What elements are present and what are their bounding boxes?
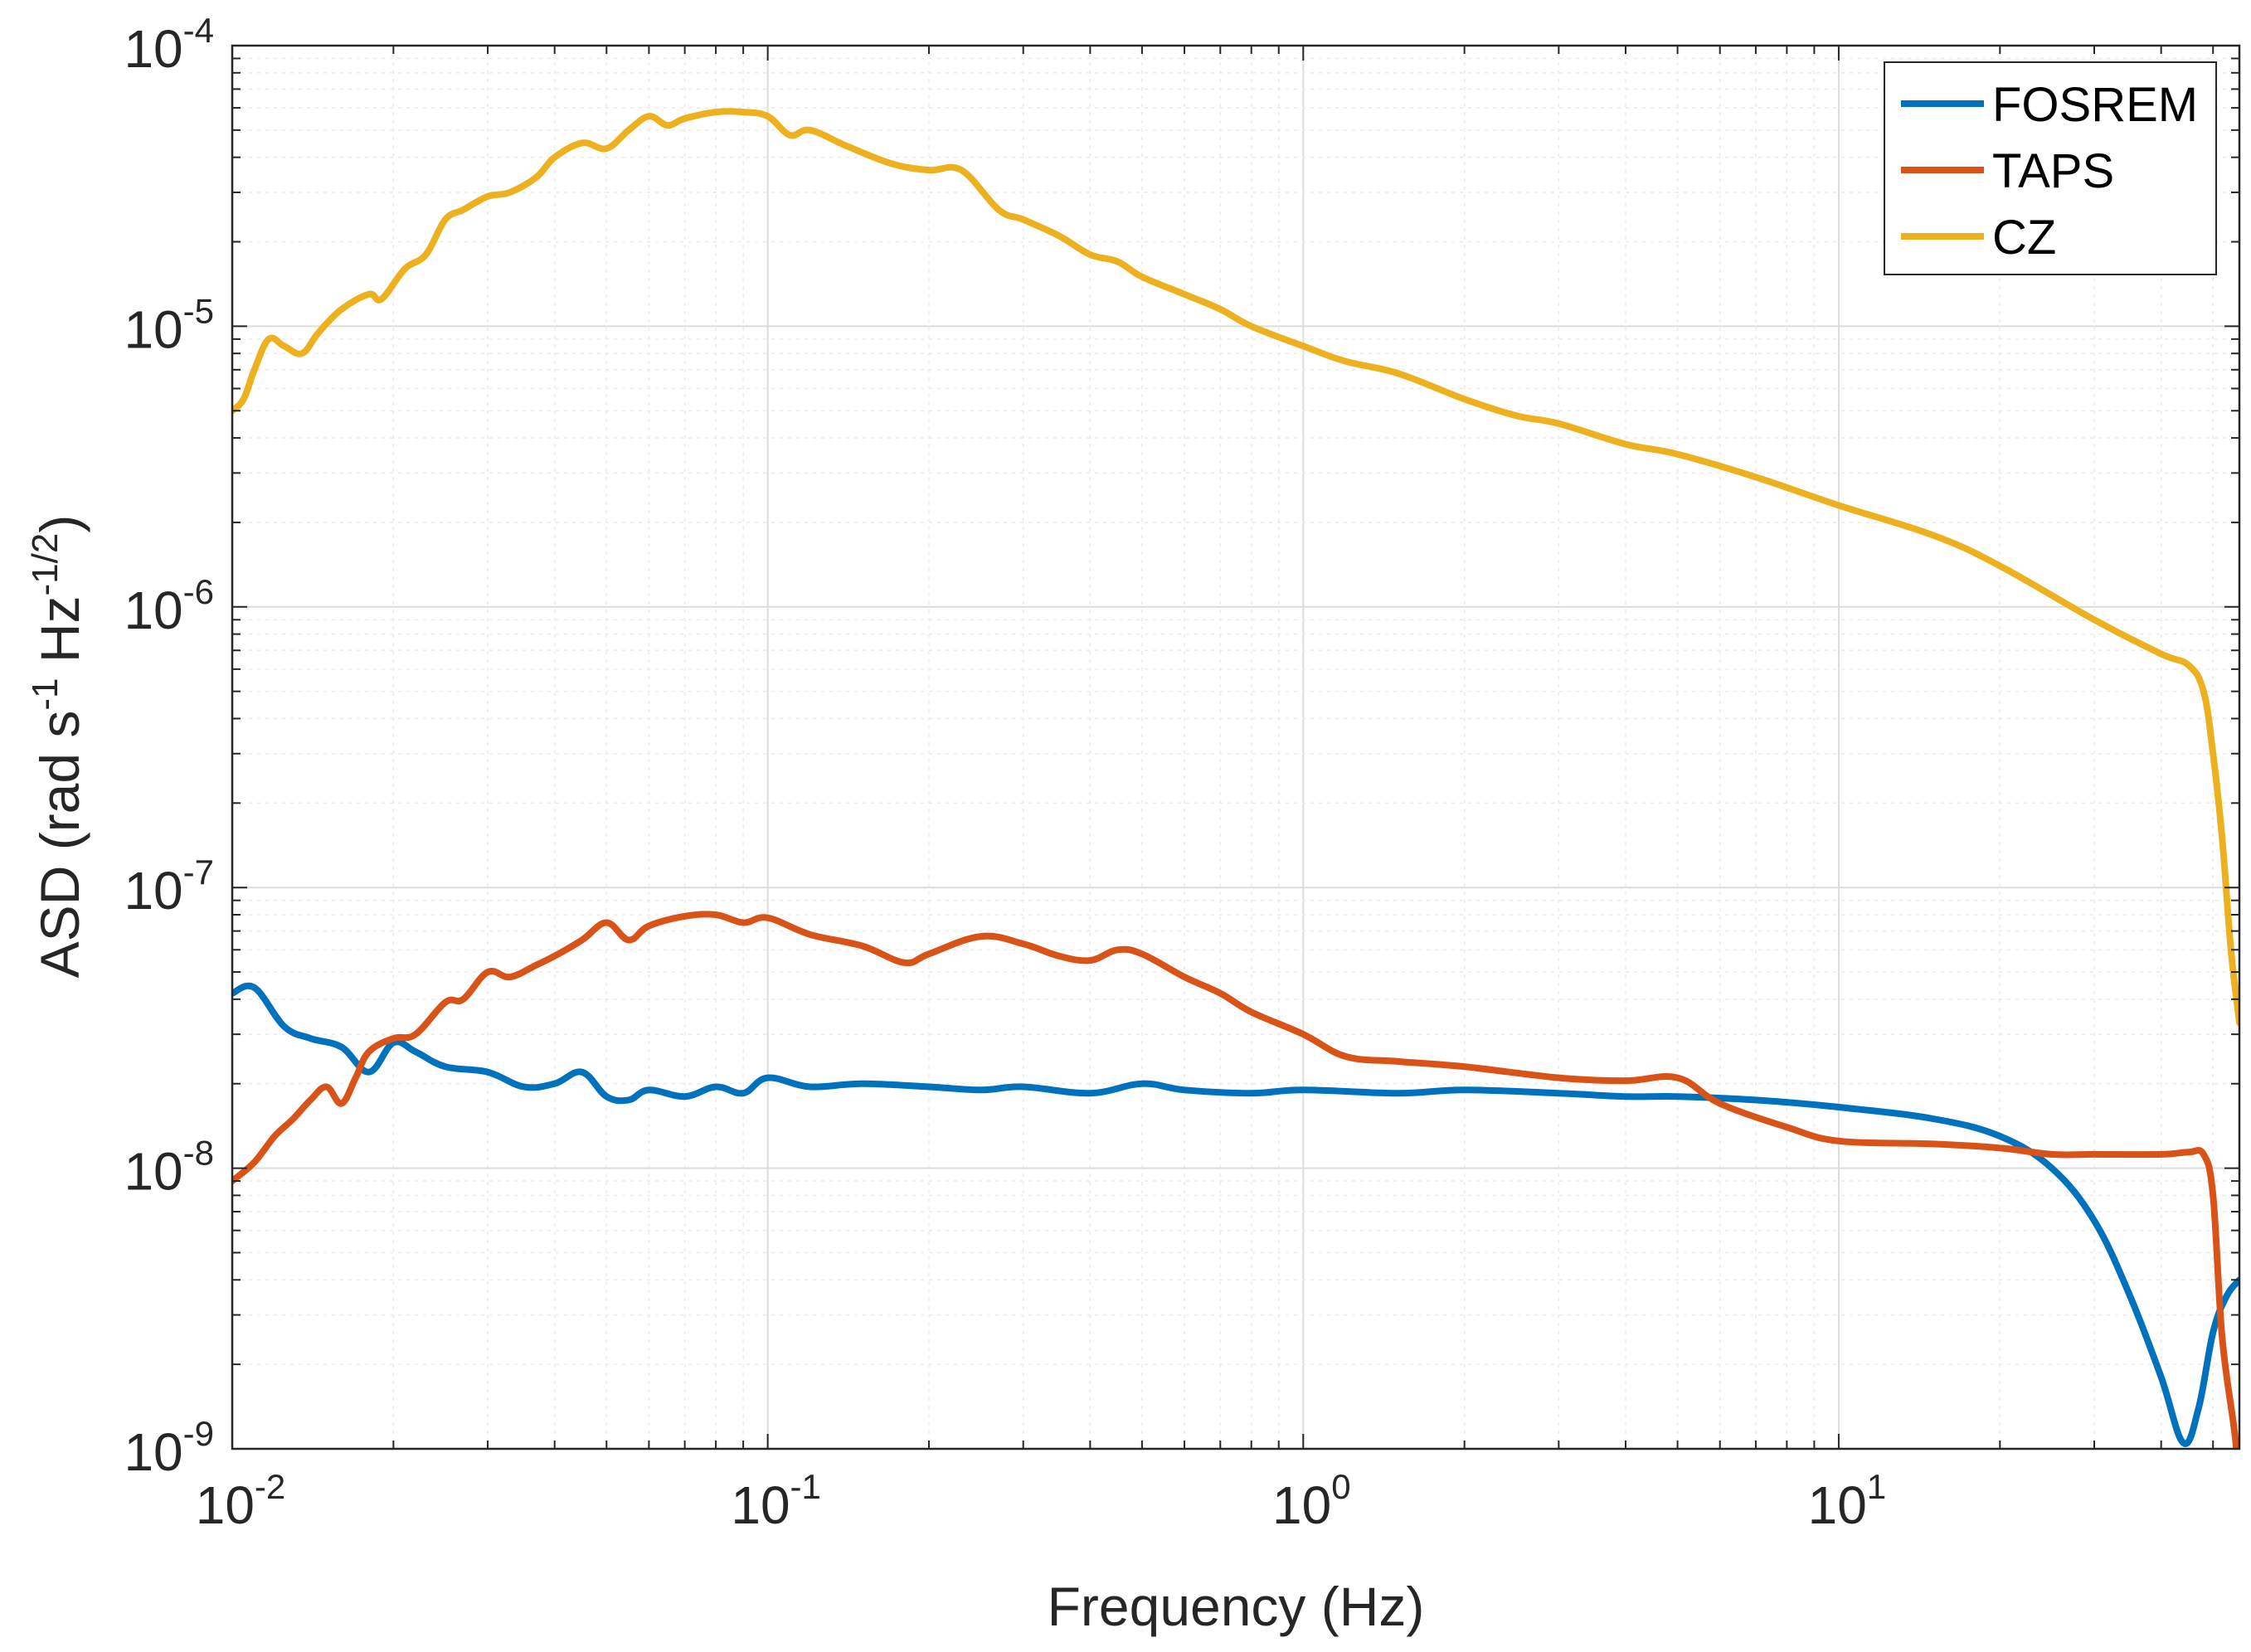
y-tick-label-exp: -5 <box>183 291 214 330</box>
plot-background <box>232 46 2239 1449</box>
y-tick-label-base: 10 <box>124 19 182 79</box>
y-tick-label-base: 10 <box>124 581 182 640</box>
series-line-fosrem <box>232 982 2239 1447</box>
y-tick-label: 10-4 <box>124 11 214 79</box>
y-tick-label-base: 10 <box>124 1142 182 1202</box>
x-tick-label-base: 10 <box>1272 1475 1331 1535</box>
y-tick-label: 10-5 <box>124 291 214 359</box>
y-axis-label: ASD (rad s-1 Hz-1/2) <box>25 515 90 979</box>
y-tick-label: 10-6 <box>124 572 214 640</box>
y-tick-label-exp: -9 <box>183 1414 214 1453</box>
y-tick-label-base: 10 <box>124 299 182 359</box>
series-lines <box>232 108 2239 1449</box>
x-axis-label: Frequency (Hz) <box>1048 1576 1425 1637</box>
y-tick-label-exp: -4 <box>183 11 214 50</box>
legend-label-cz: CZ <box>1992 211 2056 265</box>
series-line-taps <box>232 911 2239 1449</box>
y-tick-label-exp: -7 <box>183 853 214 892</box>
x-tick-label: 101 <box>1808 1467 1887 1535</box>
y-tick-label-exp: -6 <box>183 572 214 611</box>
x-tick-label-base: 10 <box>1808 1475 1867 1535</box>
x-tick-label-exp: 0 <box>1331 1467 1350 1506</box>
y-tick-label: 10-8 <box>124 1134 214 1202</box>
legend: FOSREM TAPS CZ <box>1884 61 2217 275</box>
x-tick-label: 100 <box>1272 1467 1351 1535</box>
plot-frame <box>231 44 2241 1450</box>
y-axis-label-exp1: -1 <box>25 678 66 710</box>
x-tick-label: 10-2 <box>196 1467 286 1535</box>
legend-label-fosrem: FOSREM <box>1992 78 2198 132</box>
y-tick-label: 10-7 <box>124 853 214 921</box>
y-tick-label-base: 10 <box>124 861 182 921</box>
y-axis-label-exp2: -1/2 <box>25 533 66 596</box>
legend-label-taps: TAPS <box>1992 144 2114 198</box>
y-tick-label-exp: -8 <box>183 1134 214 1173</box>
y-tick-label-base: 10 <box>124 1422 182 1482</box>
x-tick-label-exp: -1 <box>790 1467 821 1506</box>
x-tick-label-base: 10 <box>731 1475 790 1535</box>
y-axis-label-middle: Hz <box>29 595 90 678</box>
series-line-cz <box>232 108 2239 1027</box>
x-tick-label: 10-1 <box>731 1467 821 1535</box>
tick-marks <box>231 45 2239 1450</box>
y-axis-label-prefix: ASD (rad s <box>29 711 90 979</box>
x-tick-label-exp: -2 <box>255 1467 285 1506</box>
y-axis-label-suffix: ) <box>29 515 90 533</box>
y-tick-label: 10-9 <box>124 1414 214 1482</box>
x-tick-label-base: 10 <box>196 1475 255 1535</box>
x-tick-label-exp: 1 <box>1867 1467 1886 1506</box>
